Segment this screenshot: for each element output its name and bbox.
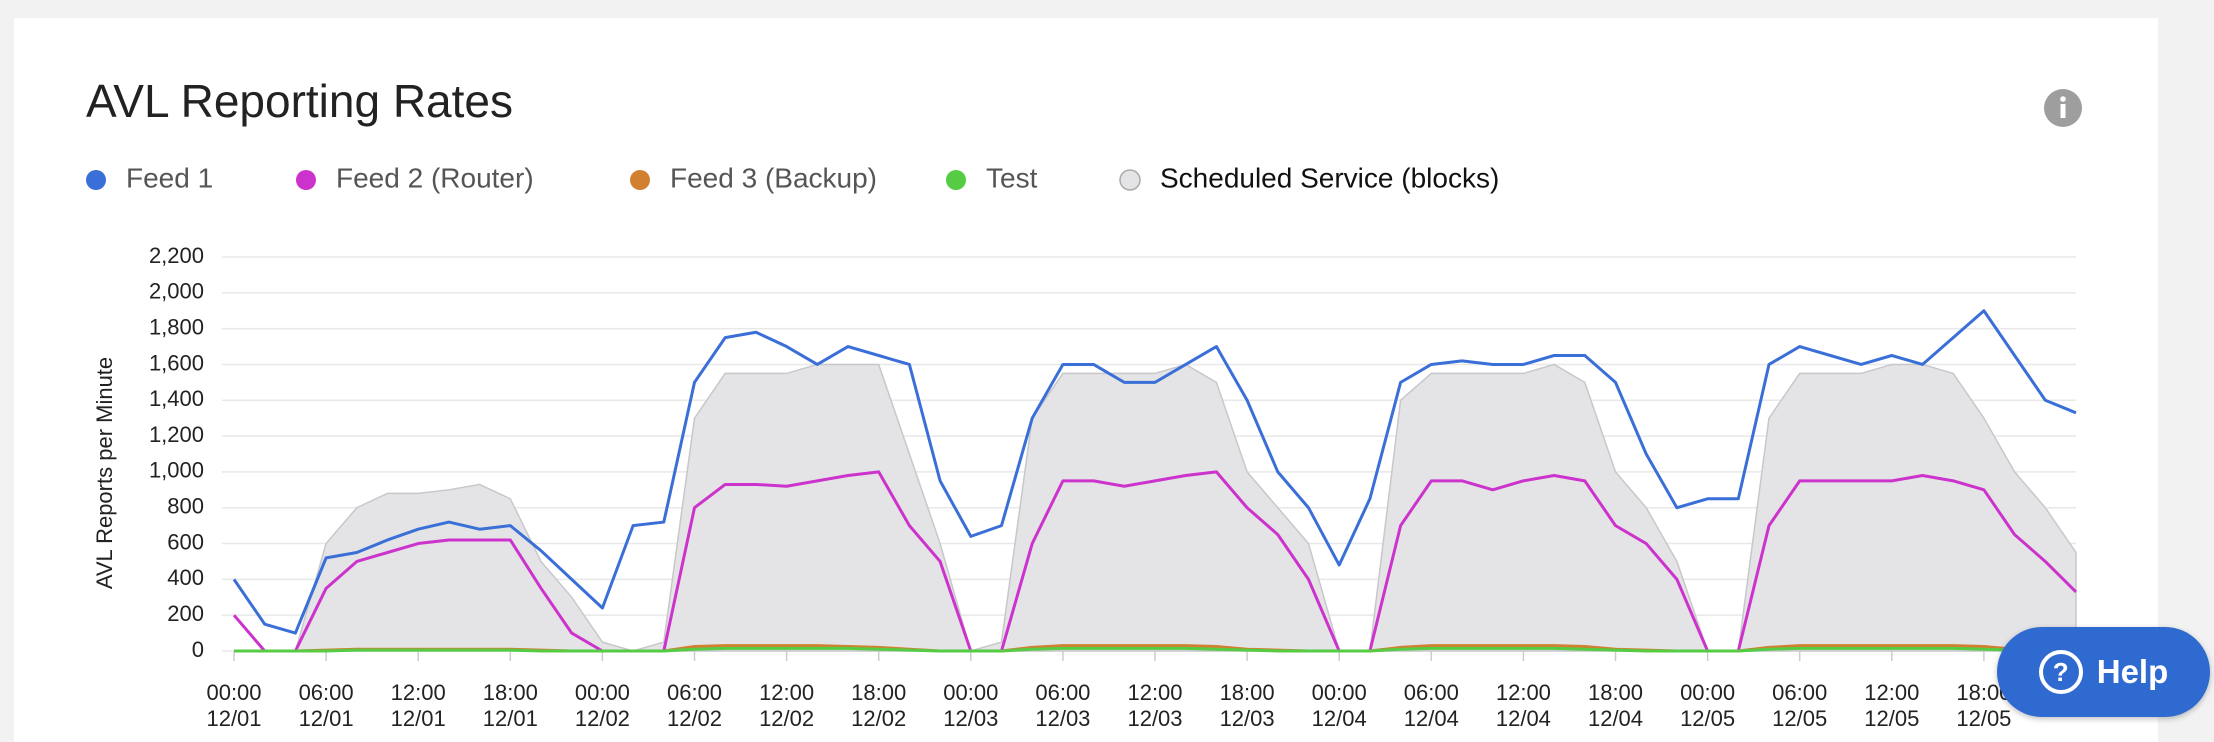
x-tick-date: 12/01 xyxy=(391,706,446,731)
x-tick-time: 12:00 xyxy=(759,680,814,705)
x-tick-time: 06:00 xyxy=(1035,680,1090,705)
legend-marker xyxy=(1119,169,1141,191)
legend-item[interactable]: Scheduled Service (blocks) xyxy=(1119,162,1499,193)
x-tick-time: 00:00 xyxy=(206,680,261,705)
x-tick-time: 12:00 xyxy=(1864,680,1919,705)
y-tick-label: 600 xyxy=(167,529,204,554)
x-tick-date: 12/02 xyxy=(851,706,906,731)
info-icon[interactable] xyxy=(2044,89,2082,127)
y-tick-label: 2,200 xyxy=(149,243,204,268)
y-tick-label: 400 xyxy=(167,565,204,590)
x-tick-time: 12:00 xyxy=(1127,680,1182,705)
legend-marker xyxy=(296,170,316,190)
legend-item[interactable]: Feed 2 (Router) xyxy=(296,162,534,193)
x-tick-time: 00:00 xyxy=(1680,680,1735,705)
x-tick-time: 00:00 xyxy=(575,680,630,705)
legend-marker xyxy=(86,170,106,190)
y-tick-label: 800 xyxy=(167,494,204,519)
legend-item[interactable]: Feed 1 xyxy=(86,162,213,193)
x-tick-date: 12/04 xyxy=(1588,706,1643,731)
x-tick-time: 06:00 xyxy=(667,680,722,705)
legend-item[interactable]: Feed 3 (Backup) xyxy=(630,162,877,193)
help-button[interactable]: ? Help xyxy=(1997,627,2210,717)
line xyxy=(234,646,2076,653)
legend-label: Test xyxy=(986,162,1038,193)
x-tick-date: 12/05 xyxy=(1864,706,1919,731)
x-tick-time: 06:00 xyxy=(1772,680,1827,705)
x-tick-time: 06:00 xyxy=(1404,680,1459,705)
x-tick-date: 12/02 xyxy=(667,706,722,731)
x-tick-date: 12/04 xyxy=(1404,706,1459,731)
x-tick-time: 18:00 xyxy=(851,680,906,705)
legend-label: Feed 2 (Router) xyxy=(336,162,534,193)
y-tick-label: 1,400 xyxy=(149,386,204,411)
x-tick-date: 12/05 xyxy=(1680,706,1735,731)
x-tick-date: 12/05 xyxy=(1772,706,1827,731)
x-tick-time: 18:00 xyxy=(1220,680,1275,705)
legend-label: Feed 1 xyxy=(126,162,213,193)
x-tick-date: 12/01 xyxy=(299,706,354,731)
help-icon: ? xyxy=(2038,650,2083,694)
area xyxy=(234,363,2077,652)
x-tick-date: 12/03 xyxy=(1127,706,1182,731)
x-tick-time: 18:00 xyxy=(1588,680,1643,705)
x-tick-date: 12/02 xyxy=(759,706,814,731)
x-tick-time: 12:00 xyxy=(1496,680,1551,705)
legend-label: Feed 3 (Backup) xyxy=(670,162,877,193)
x-tick-date: 12/01 xyxy=(206,706,261,731)
x-tick-date: 12/03 xyxy=(943,706,998,731)
legend-label: Scheduled Service (blocks) xyxy=(1160,162,1499,193)
x-tick-date: 12/02 xyxy=(575,706,630,731)
legend-marker xyxy=(630,170,650,190)
x-tick-date: 12/04 xyxy=(1496,706,1551,731)
line xyxy=(232,470,2078,653)
chart-title: AVL Reporting Rates xyxy=(86,75,513,127)
x-tick-time: 06:00 xyxy=(299,680,354,705)
legend-item[interactable]: Test xyxy=(946,162,1038,193)
x-tick-time: 18:00 xyxy=(483,680,538,705)
x-tick-date: 12/01 xyxy=(483,706,538,731)
x-tick-date: 12/04 xyxy=(1312,706,1367,731)
x-tick-date: 12/03 xyxy=(1035,706,1090,731)
y-tick-label: 1,600 xyxy=(149,350,204,375)
y-tick-label: 2,000 xyxy=(149,279,204,304)
x-tick-time: 00:00 xyxy=(943,680,998,705)
help-label: Help xyxy=(2096,653,2169,690)
y-axis-label: AVL Reports per Minute xyxy=(92,357,117,589)
y-tick-label: 1,800 xyxy=(149,314,204,339)
y-tick-label: 1,200 xyxy=(149,422,204,447)
x-tick-date: 12/05 xyxy=(1956,706,2011,731)
y-tick-label: 200 xyxy=(167,601,204,626)
x-tick-time: 00:00 xyxy=(1312,680,1367,705)
y-tick-label: 1,000 xyxy=(149,458,204,483)
x-tick-time: 12:00 xyxy=(391,680,446,705)
y-tick-label: 0 xyxy=(192,637,204,662)
x-tick-date: 12/03 xyxy=(1220,706,1275,731)
line xyxy=(232,309,2077,635)
legend-marker xyxy=(946,170,966,190)
